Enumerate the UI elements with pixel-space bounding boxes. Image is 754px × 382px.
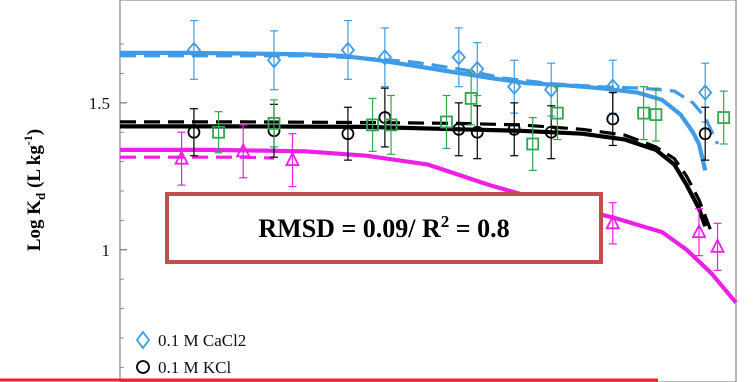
fit-line [120,124,708,227]
point-square [649,108,663,121]
point-diamond [507,78,522,96]
fit-line [120,50,708,171]
y-tick-label: 1.5 [89,94,110,113]
y-tick-label: 1 [102,241,111,260]
point-diamond [698,84,713,101]
point-square [366,118,379,132]
point-diamond [544,81,559,99]
point-circle [507,122,521,136]
point-triangle [174,149,190,165]
point-square [267,117,281,130]
point-circle [470,125,484,139]
fit-line-dashed [120,155,275,160]
annotation: RMSD = 0.09/ R2 = 0.8 [165,192,603,264]
point-circle [544,125,558,139]
point-square [212,125,225,139]
point-square [464,92,478,105]
annotation-text: RMSD = 0.09/ R2 = 0.8 [258,212,509,243]
point-diamond [186,41,202,59]
legend-marker-diamond [135,330,151,350]
data-points [174,19,731,271]
point-triangle [710,237,725,253]
legend: 0.1 M CaCl2 0.1 M KCl [135,330,246,377]
point-square [440,115,453,129]
fit-line-dashed [120,120,713,233]
point-diamond [340,41,356,59]
point-circle [606,112,620,126]
legend-label-cacl2: 0.1 M CaCl2 [158,331,246,350]
point-circle [452,122,466,136]
point-triangle [691,223,707,239]
point-triangle [285,151,300,167]
plot-area [119,0,737,382]
series-diamond [186,19,713,123]
y-axis-ticks: 1.51 [89,43,127,368]
point-square [550,106,564,120]
point-circle [187,125,201,139]
point-triangle [235,142,251,158]
legend-marker-circle [136,360,150,374]
series-square [212,71,731,172]
point-circle [698,127,712,141]
point-square [717,111,731,124]
y-axis-label: Log Kd (L kg-1) [21,129,48,251]
point-diamond [377,48,393,66]
annotation-box [165,192,603,264]
point-triangle [605,214,621,230]
point-square [637,106,650,120]
point-diamond [451,48,466,66]
point-square [384,118,398,132]
point-square [526,137,540,151]
point-circle [341,127,355,141]
point-diamond [470,60,485,78]
point-diamond [266,51,282,69]
legend-label-kcl: 0.1 M KCl [158,358,231,377]
